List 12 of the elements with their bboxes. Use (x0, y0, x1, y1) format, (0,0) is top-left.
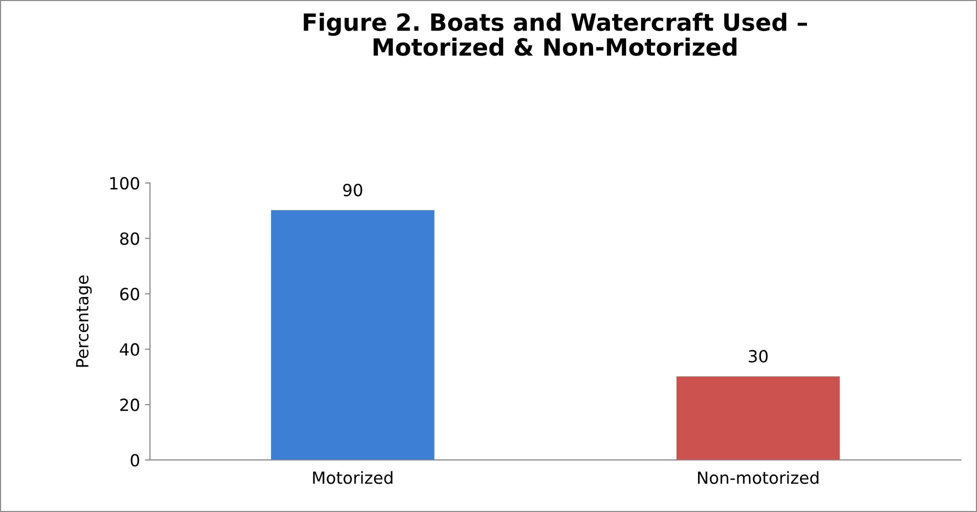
chart-title: Figure 2. Boats and Watercraft Used – Motorized & Non-Motorized (304, 12, 807, 56)
y-tick-label: 0 (130, 454, 140, 467)
y-tick-label: 20 (120, 398, 140, 412)
data-label: 90 (343, 184, 362, 196)
y-tick-label: 80 (120, 232, 140, 245)
x-tick-label: Non-motorized (698, 471, 818, 484)
data-label: 30 (748, 350, 768, 363)
y-tick-label: 100 (110, 176, 140, 190)
y-axis-title: Percentage (76, 276, 92, 367)
y-tick-label: 60 (120, 288, 140, 300)
x-tick-label: Motorized (313, 471, 392, 484)
y-tick-label: 40 (120, 343, 140, 356)
